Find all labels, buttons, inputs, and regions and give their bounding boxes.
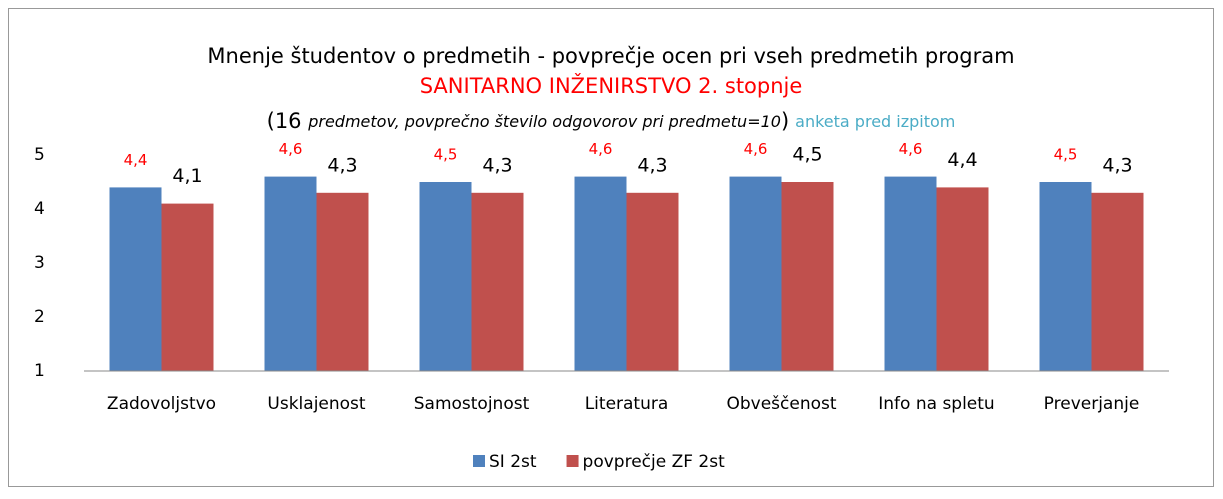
bar [729, 176, 782, 371]
data-label: 4,3 [1102, 154, 1132, 176]
legend-label: povprečje ZF 2st [583, 452, 726, 472]
data-label: 4,4 [124, 151, 148, 169]
bar [1039, 182, 1092, 371]
bar [419, 182, 472, 371]
data-label: 4,3 [637, 154, 667, 176]
subtitle-part: (16 [267, 109, 309, 133]
x-tick-label: Literatura [585, 394, 669, 414]
subtitle-part: predmetov, povprečno število odgovorov p… [307, 112, 781, 131]
data-label: 4,5 [792, 144, 822, 166]
data-label: 4,4 [947, 149, 977, 171]
y-tick-label: 1 [34, 361, 45, 381]
data-label: 4,6 [899, 140, 923, 158]
x-tick-label: Preverjanje [1044, 394, 1140, 414]
bar [316, 192, 369, 371]
data-label: 4,6 [279, 140, 303, 158]
bar [264, 176, 317, 371]
y-tick-label: 2 [34, 307, 45, 327]
bar [781, 182, 834, 371]
bar [574, 176, 627, 371]
data-label: 4,5 [1054, 146, 1078, 164]
data-label: 4,3 [482, 154, 512, 176]
bar [1091, 192, 1144, 371]
note: anketa pred izpitom [795, 112, 955, 131]
x-tick-label: Zadovoljstvo [107, 394, 216, 414]
y-tick-label: 4 [34, 199, 45, 219]
x-tick-label: Obveščenost [726, 394, 836, 414]
data-label: 4,3 [327, 154, 357, 176]
y-tick-label: 5 [34, 145, 45, 165]
bar [626, 192, 679, 371]
program-title: SANITARNO INŽENIRSTVO 2. stopnje [420, 73, 803, 98]
legend-swatch [566, 455, 579, 467]
data-label: 4,6 [589, 140, 613, 158]
chart-title: Mnenje študentov o predmetih - povprečje… [207, 44, 1014, 68]
x-tick-label: Usklajenost [267, 394, 365, 414]
y-tick-label: 3 [34, 253, 45, 273]
data-label: 4,6 [744, 140, 768, 158]
data-label: 4,1 [172, 165, 202, 187]
bar [161, 203, 214, 371]
x-tick-label: Info na spletu [878, 394, 994, 414]
data-label: 4,5 [434, 146, 458, 164]
legend-label: SI 2st [489, 452, 537, 472]
bar [884, 176, 937, 371]
bar [109, 187, 162, 371]
subtitle-part: ) [781, 109, 789, 133]
legend-swatch [473, 455, 485, 467]
bar [936, 187, 989, 371]
subtitle: (16 predmetov, povprečno število odgovor… [267, 109, 956, 133]
x-tick-label: Samostojnost [414, 394, 530, 414]
bar [471, 192, 524, 371]
